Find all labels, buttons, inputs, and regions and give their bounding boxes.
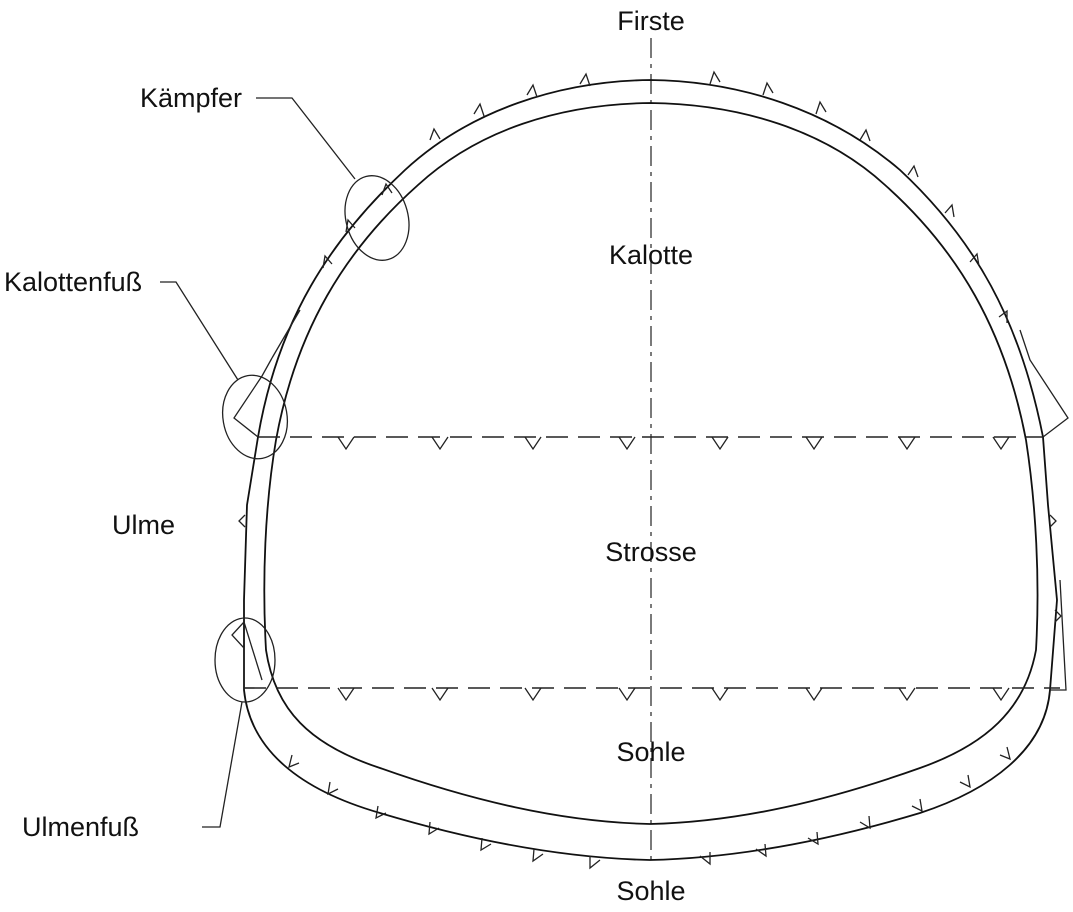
kalottenfuss-detail-circle <box>222 374 288 460</box>
kalotte-division-teeth <box>337 436 1010 451</box>
label-sohle-inner: Sohle <box>616 737 685 767</box>
outer-excavation-profile <box>243 79 1058 861</box>
label-kaempfer: Kämpfer <box>140 83 242 113</box>
kaempfer-detail-circle <box>344 175 410 261</box>
ulmenfuss-leader-line <box>202 701 243 828</box>
kalottenfuss-step-detail <box>233 309 301 438</box>
kalottenfuss-step-detail-right <box>1019 329 1069 438</box>
label-strosse: Strosse <box>605 537 697 567</box>
label-firste: Firste <box>617 6 685 36</box>
ulmenfuss-detail-circle <box>214 617 276 703</box>
label-kalotte: Kalotte <box>609 240 693 270</box>
ulmenfuss-step-detail <box>231 621 263 690</box>
kalottenfuss-leader-line <box>160 281 239 381</box>
label-sohle-bottom: Sohle <box>616 876 685 906</box>
label-ulme: Ulme <box>112 510 175 540</box>
strosse-division-teeth <box>337 687 1010 702</box>
label-kalottenfuss: Kalottenfuß <box>4 267 142 297</box>
ulmenfuss-step-detail-right <box>1050 579 1067 691</box>
label-ulmenfuss: Ulmenfuß <box>22 812 139 842</box>
outer-profile-teeth <box>238 70 1062 870</box>
inner-lining-contour <box>263 102 1039 825</box>
kaempfer-leader-line <box>256 97 356 180</box>
